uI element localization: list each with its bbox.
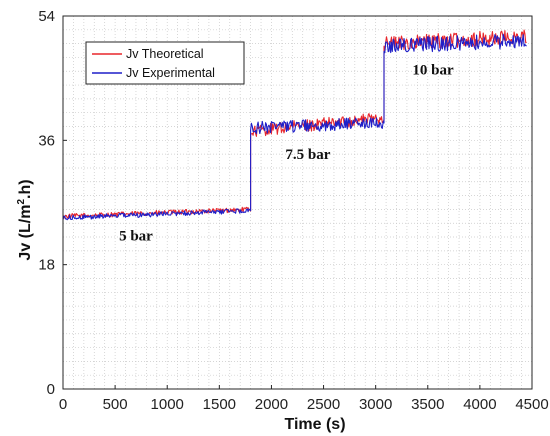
x-tick-label: 1000 [151,396,184,413]
pressure-annotation: 5 bar [119,228,153,244]
series-line-theoretical [62,29,527,219]
y-axis-label-end: .h) [17,179,34,199]
x-tick-label: 2500 [307,396,340,413]
pressure-annotation: 7.5 bar [285,147,330,163]
legend-label-experimental: Jv Experimental [126,66,215,80]
grid-lines [62,15,533,390]
plot-frame [62,15,533,390]
x-tick-label: 4500 [515,396,548,413]
y-tick-labels: 0 18 36 54 [38,8,55,398]
tick-marks [62,15,533,390]
x-tick-label: 3500 [411,396,444,413]
y-axis-label: Jv (L/m2.h) [16,179,34,260]
y-axis-label-sup: 2 [16,199,27,205]
y-tick-label: 36 [38,132,55,149]
x-tick-label: 500 [103,396,128,413]
x-tick-labels: 0 500 1000 1500 2000 2500 3000 3500 4000 4500 [59,396,549,413]
y-axis-label-main: Jv (L/m [17,205,34,261]
y-tick-label: 18 [38,257,55,274]
x-tick-label: 4000 [463,396,496,413]
x-tick-label: 3000 [359,396,392,413]
y-tick-label: 54 [38,8,55,25]
series-line-experimental [62,33,527,221]
legend: Jv Theoretical Jv Experimental [85,41,245,85]
x-tick-label: 2000 [255,396,288,413]
x-tick-label: 0 [59,396,67,413]
y-tick-label: 0 [47,381,55,398]
annotations: 5 bar 7.5 bar 10 bar [119,63,454,245]
x-axis-label: Time (s) [284,416,345,433]
x-tick-label: 1500 [203,396,236,413]
legend-box [85,41,245,85]
legend-label-theoretical: Jv Theoretical [126,47,204,61]
pressure-annotation: 10 bar [412,63,454,79]
series-group [62,29,527,221]
